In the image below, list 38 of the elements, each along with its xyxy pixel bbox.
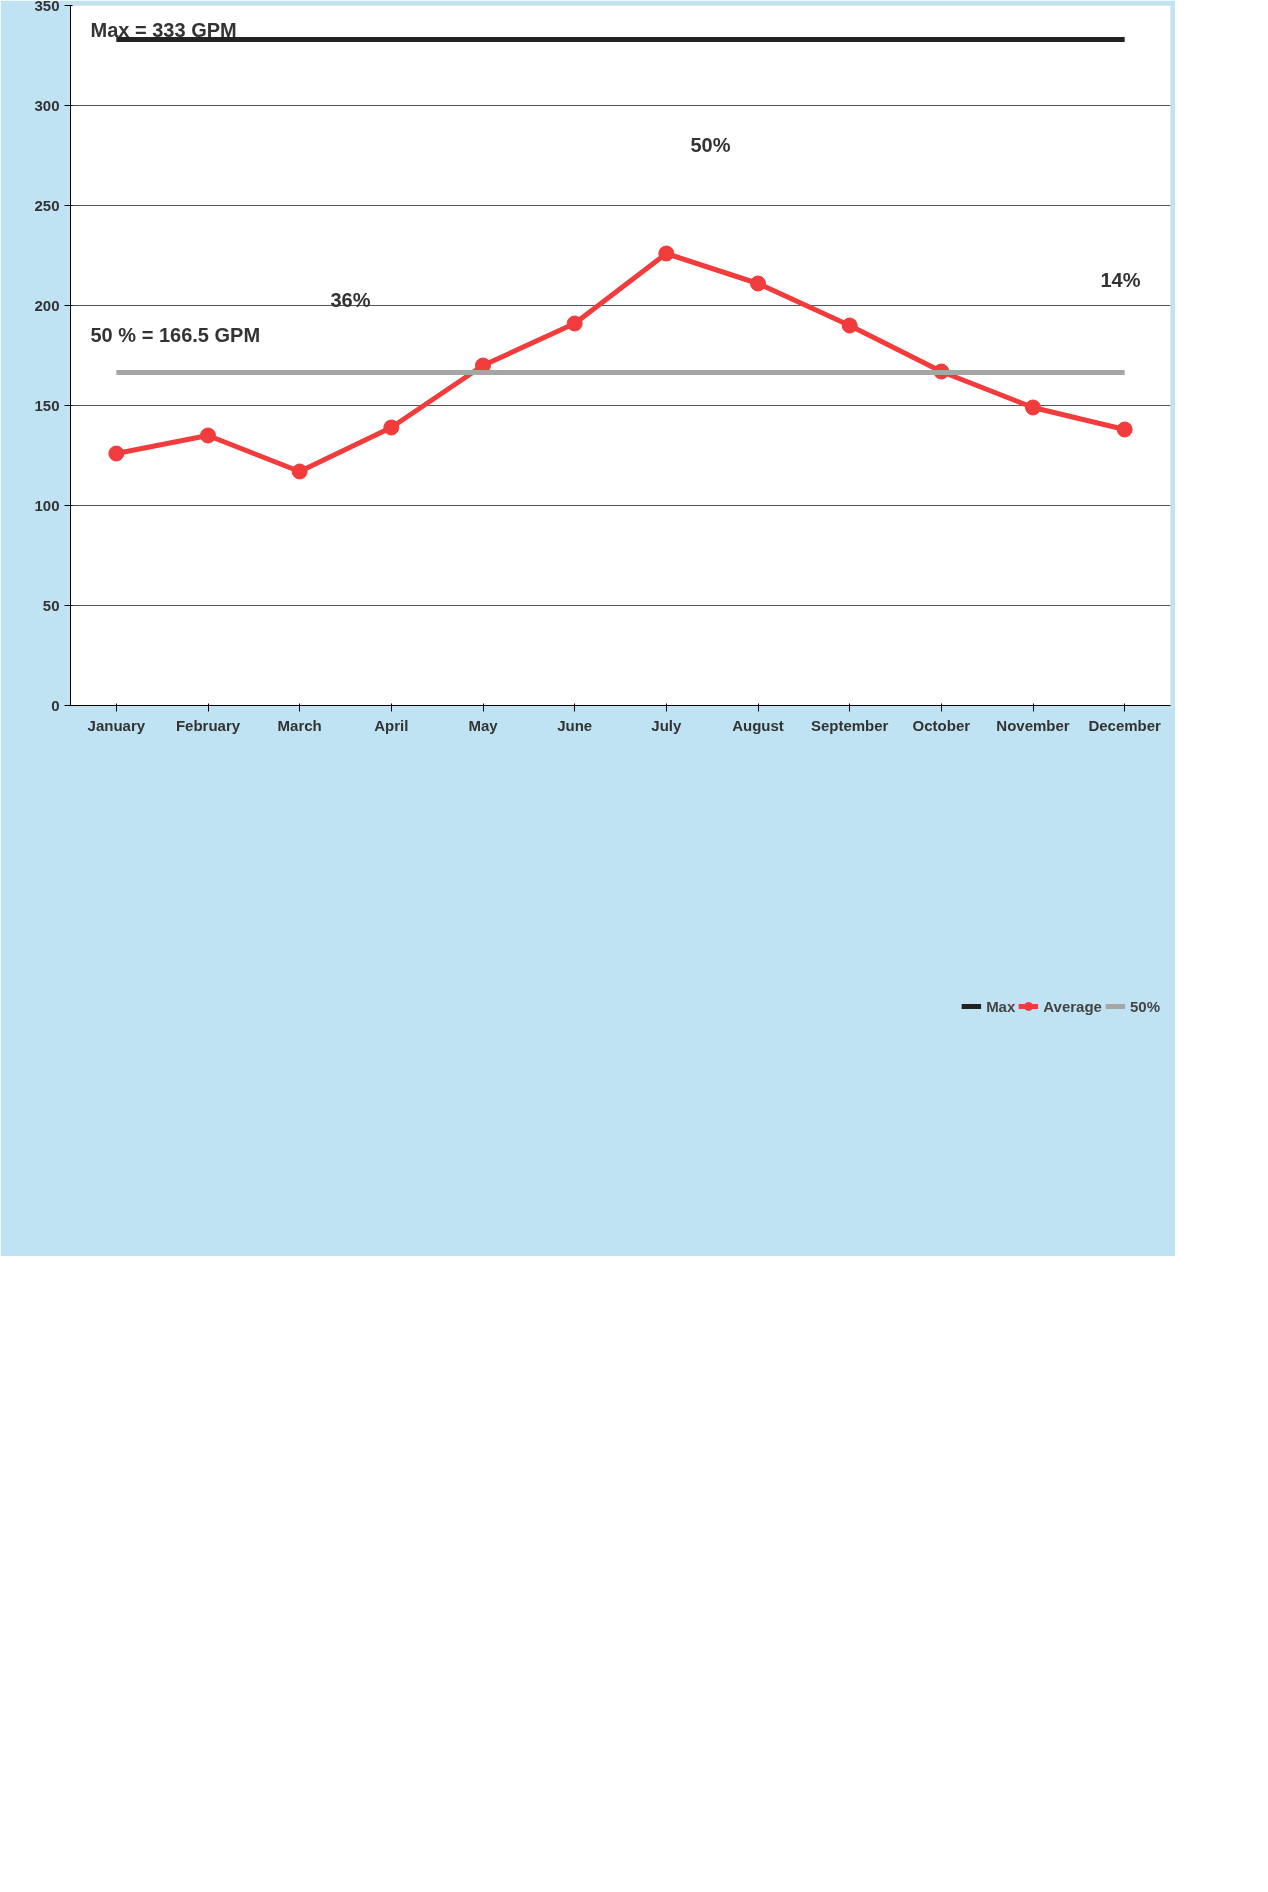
annotation: 36%	[330, 288, 371, 311]
y-tick-label: 250	[34, 196, 60, 214]
x-tick-label: April	[374, 716, 409, 734]
point	[1025, 399, 1041, 416]
point	[108, 445, 125, 462]
legend-label: Average	[1043, 997, 1102, 1015]
y-tick-label: 200	[34, 296, 60, 314]
legend-label: 50%	[1129, 997, 1160, 1015]
x-tick-label: December	[1088, 716, 1162, 734]
x-tick-label: September	[810, 716, 889, 734]
annotation: 50 % = 166.5 GPM	[90, 323, 261, 346]
annotation: 14%	[1100, 268, 1141, 291]
point	[566, 315, 583, 332]
point	[1116, 421, 1133, 438]
y-tick-label: 350	[34, 0, 60, 14]
point	[383, 419, 400, 436]
x-tick-label: July	[651, 716, 682, 734]
y-tick-label: 50	[42, 596, 60, 614]
x-tick-label: May	[468, 716, 499, 734]
x-tick-label: January	[87, 716, 146, 734]
x-tick-label: February	[175, 716, 241, 734]
y-tick-label: 0	[51, 696, 60, 714]
annotation: Max = 333 GPM	[90, 18, 237, 41]
point	[841, 317, 858, 334]
y-tick-label: 100	[34, 496, 60, 514]
x-tick-label: June	[557, 716, 593, 734]
x-tick-label: October	[912, 716, 971, 734]
point	[658, 245, 675, 262]
x-tick-label: November	[996, 716, 1070, 734]
y-tick-label: 300	[34, 96, 60, 114]
point	[291, 463, 308, 480]
point	[200, 427, 216, 444]
legend-label: Max	[986, 997, 1016, 1015]
point	[750, 275, 766, 292]
y-tick-label: 150	[34, 396, 60, 414]
x-tick-label: August	[732, 716, 784, 734]
annotation: 50%	[690, 133, 731, 156]
x-tick-label: March	[277, 716, 322, 734]
